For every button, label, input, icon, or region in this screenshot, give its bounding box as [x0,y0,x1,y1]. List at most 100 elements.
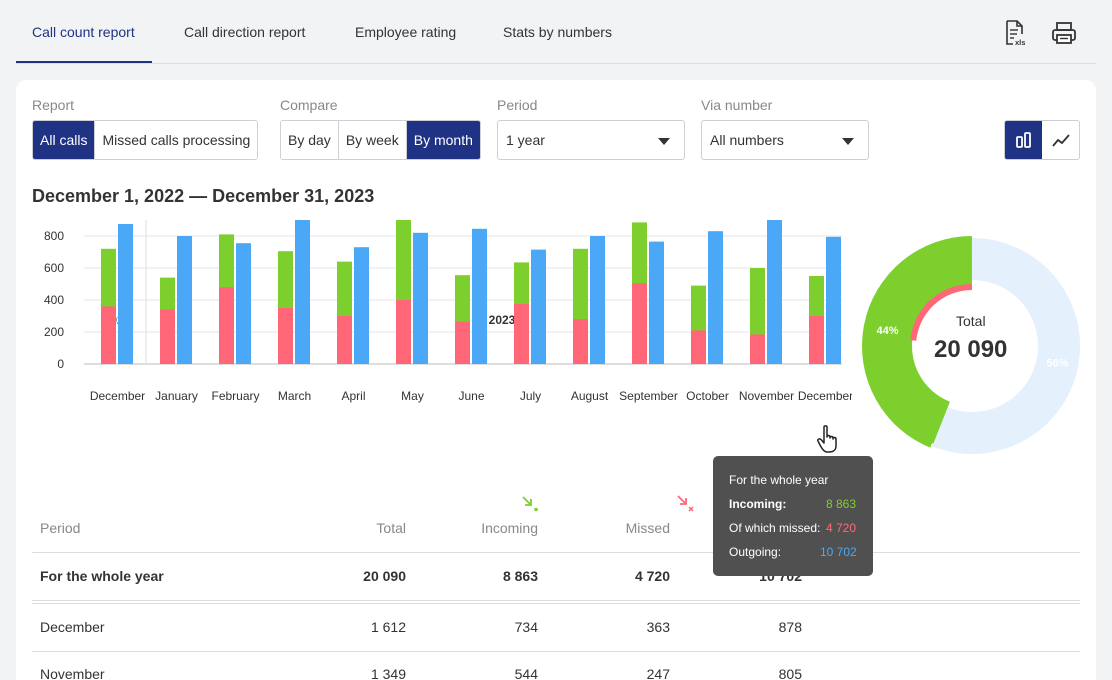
y-tick-label: 0 [57,357,64,371]
bar-missed [691,330,706,364]
bar-outgoing [472,228,487,364]
y-tick-label: 200 [44,325,64,339]
donut-missed-arc [910,284,972,341]
row-incoming: 544 [514,666,538,680]
donut-separator [930,443,934,449]
year-label: 2023 [489,313,516,327]
bar-missed [219,287,234,364]
row-period: December [40,619,105,635]
bar-missed [573,319,588,364]
via-number-filter-label: Via number [701,97,773,113]
period-select[interactable]: 1 year [497,120,685,160]
bar-chart-view-button[interactable] [1005,121,1042,159]
tooltip-incoming-value: 8 863 [826,497,857,511]
incoming-call-icon [520,494,538,517]
row-period: November [40,666,105,680]
bar-outgoing [118,224,133,364]
bar-missed [750,334,765,364]
tooltip-incoming-label: Incoming: [729,497,787,511]
bar-outgoing [413,232,428,364]
donut-total-value: 20 090 [934,336,1008,363]
bar-outgoing [531,249,546,364]
row-outgoing: 878 [778,619,802,635]
x-tick-label: May [401,389,424,403]
bar-outgoing [649,241,664,364]
row-total: 1 349 [370,666,406,680]
tooltip-outgoing-label: Outgoing: [729,545,782,559]
via-number-select[interactable]: All numbers [701,120,869,160]
tooltip-missed-label: Of which missed: [729,521,821,535]
xls-text: xls [1015,38,1025,46]
bar-outgoing [236,243,251,364]
bar-missed [101,306,116,364]
missed-call-icon [676,494,694,517]
x-tick-label: April [341,389,365,403]
bar-missed [809,316,824,364]
compare-option-by-day[interactable]: By day [281,121,339,159]
compare-option-by-month[interactable]: By month [406,121,480,159]
report-filter-label: Report [32,97,75,113]
x-tick-label: February [211,389,259,403]
x-tick-label: January [155,389,198,403]
tooltip-outgoing-value: 10 702 [820,545,857,559]
report-option-all-calls[interactable]: All calls [33,121,96,159]
divider [32,603,1080,604]
tooltip-title: For the whole year [729,473,829,487]
report-segmented-control: All calls Missed calls processing [32,120,259,160]
report-option-missed-calls-processing[interactable]: Missed calls processing [95,121,258,159]
donut-percent-label: 44% [877,325,899,337]
tooltip-missed-value: 4 720 [826,521,857,535]
tab-call-direction-report[interactable]: Call direction report [184,24,306,40]
x-tick-label: June [458,389,484,403]
divider [32,600,1080,601]
column-header-total: Total [376,520,406,536]
bar-outgoing [708,231,723,364]
column-header-period: Period [40,520,81,536]
monthly-calls-bar-chart: 02004006008001 00020222023DecemberJanuar… [44,220,852,403]
bar-chart-icon [1015,132,1031,148]
donut-slice-incoming [862,236,972,449]
column-header-missed: Missed [625,520,670,536]
chevron-down-icon [658,138,670,145]
column-header-incoming: Incoming [481,520,538,536]
report-card: Report All calls Missed calls processing… [16,80,1096,680]
bar-missed [160,309,175,364]
line-chart-icon [1051,134,1070,147]
line-chart-view-button[interactable] [1042,121,1079,159]
active-tab-indicator [16,61,152,63]
total-calls-donut-chart: 44% 56% [862,236,1080,454]
printer-icon[interactable] [1051,20,1077,46]
compare-segmented-control: By day By week By month [280,120,481,160]
bar-outgoing [177,236,192,364]
y-tick-label: 800 [44,229,64,243]
bar-outgoing [295,220,310,364]
bar-missed [455,321,470,364]
summary-total: 20 090 [363,568,406,584]
tab-employee-rating[interactable]: Employee rating [355,24,457,40]
row-missed: 363 [646,619,670,635]
tab-call-count-report[interactable]: Call count report [32,24,135,40]
summary-incoming: 8 863 [502,568,538,584]
row-outgoing: 805 [778,666,802,680]
x-tick-label: December [90,389,145,403]
tab-stats-by-numbers[interactable]: Stats by numbers [503,24,612,40]
row-total: 1 612 [370,619,406,635]
donut-title: Total [956,313,986,329]
x-tick-label: July [520,389,541,403]
bar-missed [632,283,647,364]
compare-filter-label: Compare [280,97,338,113]
xls-file-icon[interactable]: xls [1004,20,1028,47]
period-select-value: 1 year [506,132,545,148]
summary-missed: 4 720 [634,568,670,584]
chevron-down-icon [842,138,854,145]
x-tick-label: December [798,389,852,403]
hand-cursor-icon [816,424,842,459]
bar-missed [396,300,411,364]
bar-missed [337,316,352,364]
period-filter-label: Period [497,97,538,113]
bar-outgoing [826,236,841,364]
report-tabs: Call count report Call direction report … [16,0,1096,64]
compare-option-by-week[interactable]: By week [338,121,407,159]
x-tick-label: September [619,389,678,403]
x-tick-label: March [278,389,311,403]
